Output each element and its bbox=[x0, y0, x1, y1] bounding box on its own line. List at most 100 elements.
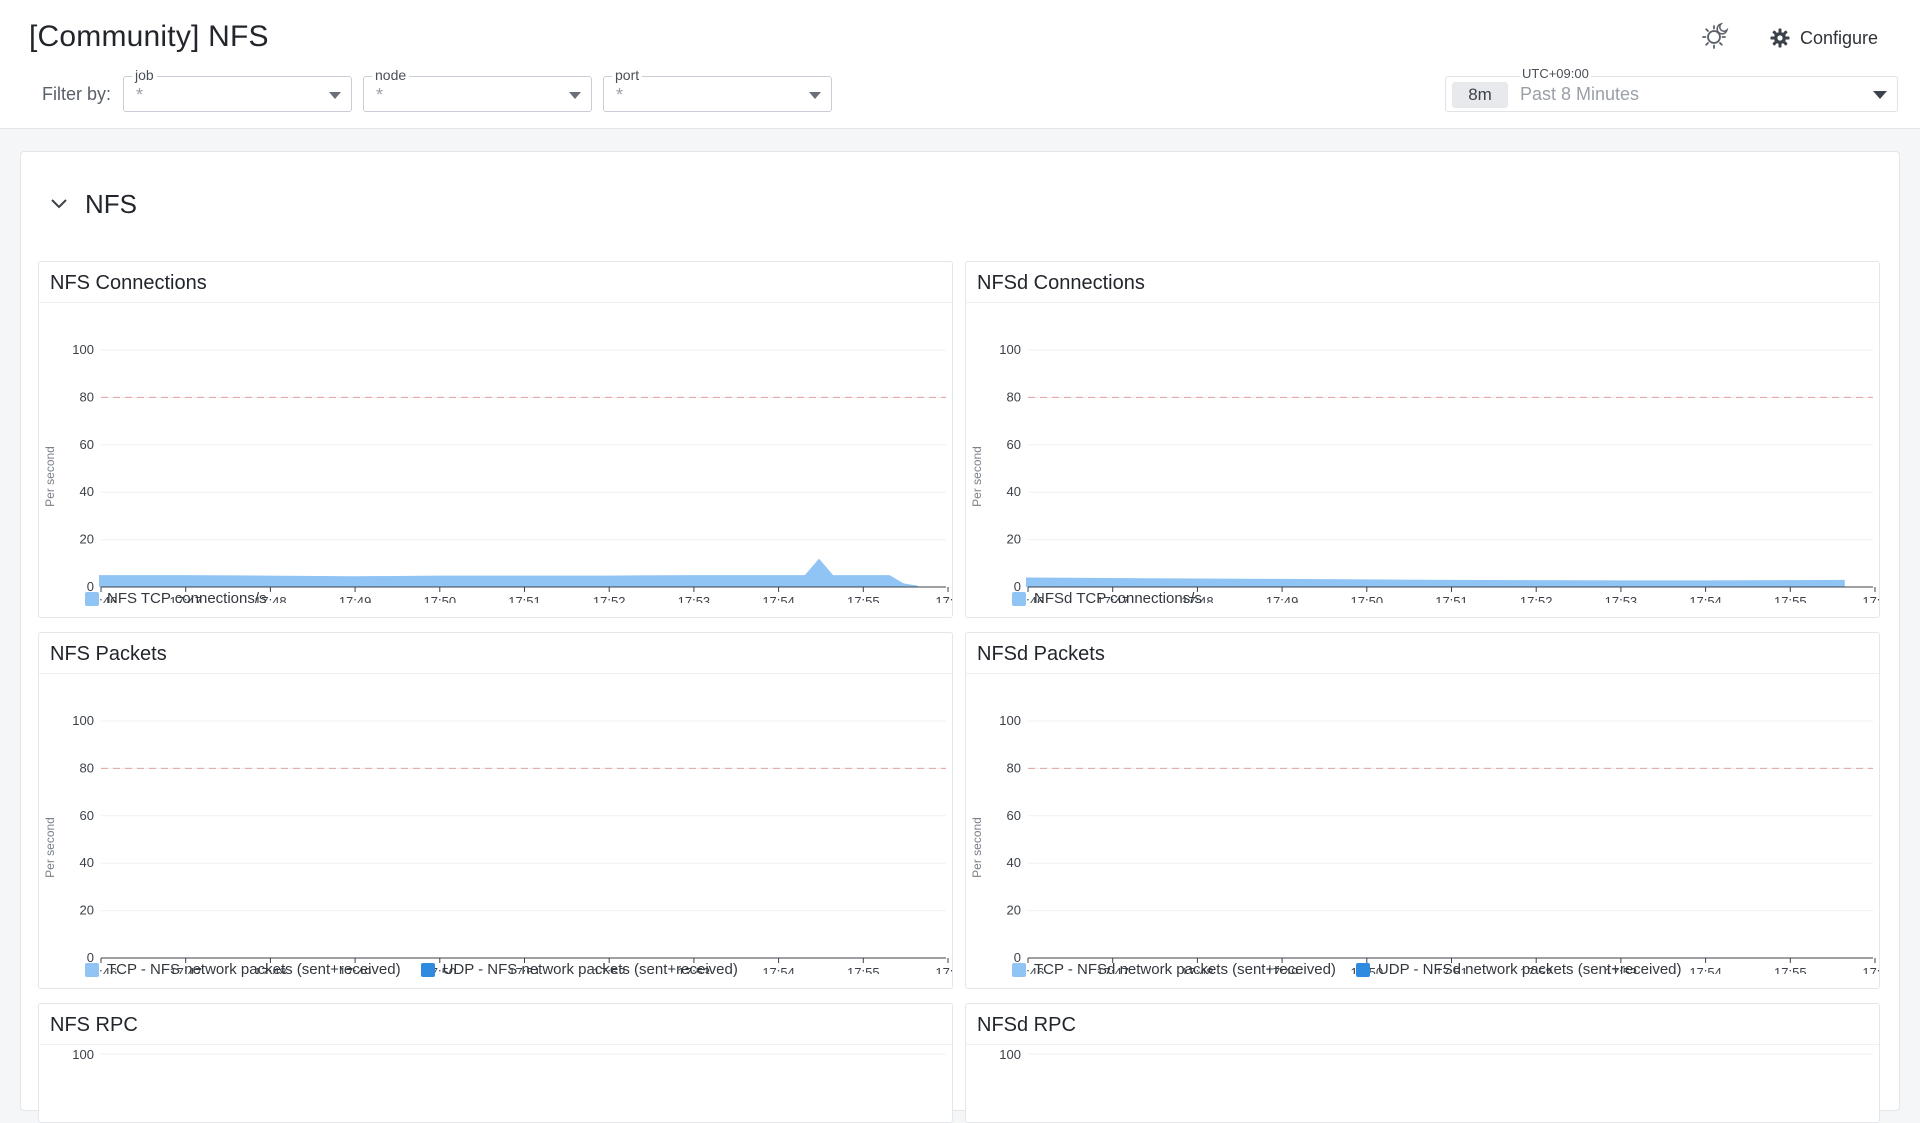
x-tick-label: 17:5 bbox=[935, 594, 953, 603]
y-tick-label: 40 bbox=[1007, 855, 1021, 870]
legend-label: TCP - NFS network packets (sent+received… bbox=[107, 961, 401, 978]
legend-item[interactable]: UDP - NFS network packets (sent+received… bbox=[420, 961, 738, 978]
port-filter-label: port bbox=[612, 67, 643, 83]
legend-item[interactable]: NFS TCP connections/s bbox=[85, 590, 267, 607]
panel-title: NFS Packets bbox=[50, 643, 167, 665]
y-tick-label: 0 bbox=[1014, 950, 1021, 965]
legend-swatch bbox=[85, 962, 99, 977]
chart-svg: 0 20 40 60 80 100 Per second 17:46 17:47 17:48 17:… bbox=[43, 342, 953, 603]
y-tick-label: 60 bbox=[1007, 437, 1021, 452]
chart-svg: 0 20 40 60 80 100 Per second 17:46 17:47 17:48 17:… bbox=[43, 713, 953, 974]
theme-toggle-button[interactable] bbox=[1697, 18, 1733, 54]
x-tick-label: 17:54 bbox=[762, 965, 795, 974]
chevron-down-icon bbox=[51, 199, 67, 209]
port-filter-select[interactable]: port * bbox=[603, 67, 832, 112]
y-tick-label: 60 bbox=[80, 437, 94, 452]
x-tick-label: 17:5 bbox=[935, 965, 953, 974]
configure-button[interactable]: Configure bbox=[1770, 22, 1878, 54]
x-tick-label: 17:54 bbox=[1689, 965, 1722, 974]
x-tick-label: 17:55 bbox=[1774, 594, 1807, 603]
port-filter-value: * bbox=[616, 85, 624, 105]
x-tick-label: 17:55 bbox=[1774, 965, 1807, 974]
x-tick-label: 17:47 bbox=[169, 594, 202, 603]
legend-item[interactable]: NFSd TCP connections/s bbox=[1012, 590, 1202, 607]
panel-title: NFS Connections bbox=[50, 272, 207, 294]
legend-item[interactable]: UDP - NFSd network packets (sent+receive… bbox=[1355, 961, 1682, 978]
legend-swatch bbox=[1012, 962, 1026, 977]
x-tick-label: 17:5 bbox=[1862, 594, 1880, 603]
series-area bbox=[1026, 577, 1845, 587]
time-range-badge: 8m bbox=[1452, 82, 1508, 108]
x-tick-label: 17:55 bbox=[847, 594, 880, 603]
legend-item[interactable]: TCP - NFSd network packets (sent+receive… bbox=[1012, 961, 1336, 978]
legend-label: UDP - NFSd network packets (sent+receive… bbox=[1377, 961, 1682, 978]
legend-swatch bbox=[85, 591, 99, 606]
panel-title: NFSd RPC bbox=[977, 1014, 1076, 1036]
nfs-connections-panel: NFS Connections 0 20 40 60 80 100 Per second 17… bbox=[38, 261, 953, 618]
chart-svg: 0 20 40 60 80 100 Per second 17:46 17:47 17:48 17:… bbox=[970, 342, 1880, 603]
x-tick-label: 17:51 bbox=[508, 965, 541, 974]
nfsd-connections-panel: NFSd Connections 0 20 40 60 80 100 Per second 1… bbox=[965, 261, 1880, 618]
x-tick-label: 17:52 bbox=[593, 965, 626, 974]
y-tick-label: 80 bbox=[1007, 389, 1021, 404]
chart-svg: 100 bbox=[999, 1047, 1873, 1062]
legend-swatch bbox=[1355, 962, 1370, 977]
x-tick-label: 17:48 bbox=[1181, 965, 1214, 974]
sun-moon-icon bbox=[1702, 22, 1729, 49]
y-axis-label: Per second bbox=[970, 446, 984, 507]
filter-by-label: Filter by: bbox=[42, 84, 112, 104]
section-toggle[interactable]: NFS bbox=[49, 186, 137, 222]
y-tick-label: 80 bbox=[80, 760, 94, 775]
node-filter-label: node bbox=[372, 67, 410, 83]
nfs-packets-panel: NFS Packets 0 20 40 60 80 100 Per second 17:46 1… bbox=[38, 632, 953, 989]
x-tick-label: 17:52 bbox=[593, 594, 626, 603]
y-tick-label: 20 bbox=[1007, 903, 1021, 918]
panel-divider bbox=[966, 1044, 1879, 1045]
x-tick-label: 17:47 bbox=[1096, 965, 1129, 974]
legend-label: UDP - NFS network packets (sent+received… bbox=[442, 961, 738, 978]
y-tick-label: 20 bbox=[80, 903, 94, 918]
job-filter-select[interactable]: job * bbox=[123, 67, 352, 112]
series-area bbox=[99, 558, 918, 587]
x-tick-label: 17:52 bbox=[1520, 594, 1553, 603]
panel-divider bbox=[966, 673, 1879, 674]
y-tick-label: 100 bbox=[72, 713, 94, 728]
panel-title: NFSd Packets bbox=[977, 643, 1105, 665]
legend-item[interactable]: TCP - NFS network packets (sent+received… bbox=[85, 961, 401, 978]
y-tick-label: 60 bbox=[1007, 808, 1021, 823]
chart-legend: TCP - NFSd network packets (sent+receive… bbox=[1012, 961, 1682, 978]
y-tick-label: 0 bbox=[87, 950, 94, 965]
panel-divider bbox=[39, 302, 952, 303]
y-axis-label: Per second bbox=[43, 817, 57, 878]
panel-divider bbox=[966, 302, 1879, 303]
x-tick-label: 17:46 bbox=[1012, 965, 1045, 974]
x-tick-label: 17:46 bbox=[85, 965, 118, 974]
x-tick-label: 17:53 bbox=[1605, 965, 1638, 974]
x-tick-label: 17:48 bbox=[254, 594, 287, 603]
x-tick-label: 17:49 bbox=[339, 965, 372, 974]
x-tick-label: 17:47 bbox=[169, 965, 202, 974]
x-tick-label: 17:50 bbox=[424, 594, 457, 603]
chart-legend: TCP - NFS network packets (sent+received… bbox=[85, 961, 738, 978]
chart-legend: NFS TCP connections/s bbox=[85, 590, 267, 607]
chevron-down-icon bbox=[1873, 91, 1887, 99]
x-tick-label: 17:50 bbox=[424, 965, 457, 974]
y-tick-label: 100 bbox=[999, 342, 1021, 357]
time-range-picker[interactable]: UTC+09:00 8m Past 8 Minutes bbox=[1445, 67, 1898, 112]
x-tick-label: 17:46 bbox=[85, 594, 118, 603]
x-tick-label: 17:47 bbox=[1096, 594, 1129, 603]
y-tick-label: 40 bbox=[1007, 484, 1021, 499]
job-filter-value: * bbox=[136, 85, 144, 105]
y-tick-label: 100 bbox=[999, 1047, 1021, 1062]
x-tick-label: 17:53 bbox=[678, 594, 711, 603]
y-tick-label: 80 bbox=[80, 389, 94, 404]
chart-svg: 100 bbox=[72, 1047, 946, 1062]
x-tick-label: 17:48 bbox=[254, 965, 287, 974]
x-tick-label: 17:48 bbox=[1181, 594, 1214, 603]
y-tick-label: 40 bbox=[80, 484, 94, 499]
legend-swatch bbox=[1012, 591, 1026, 606]
node-filter-select[interactable]: node * bbox=[363, 67, 592, 112]
legend-swatch bbox=[420, 962, 435, 977]
x-tick-label: 17:51 bbox=[1435, 965, 1468, 974]
y-tick-label: 40 bbox=[80, 855, 94, 870]
